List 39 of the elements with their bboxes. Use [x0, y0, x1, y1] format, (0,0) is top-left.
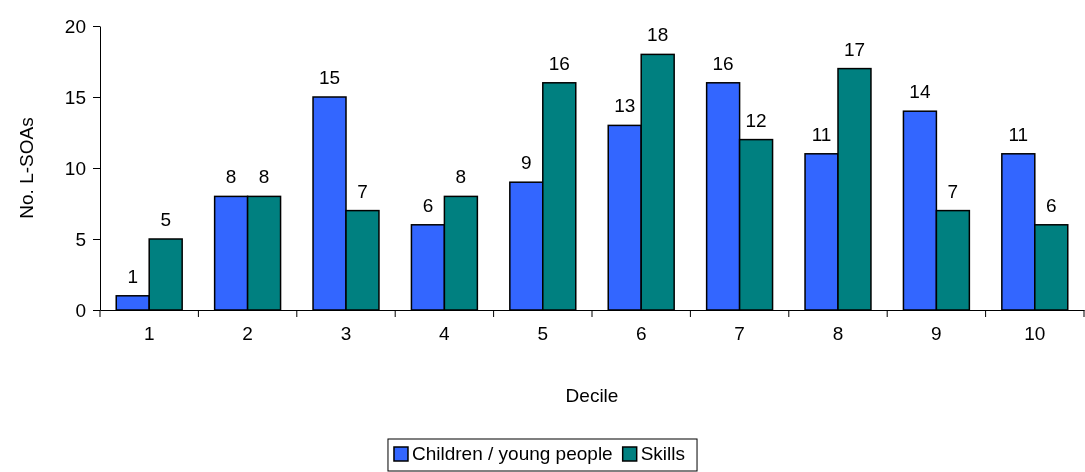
- data-label: 16: [548, 52, 570, 74]
- data-label: 6: [1045, 194, 1057, 216]
- data-label: 16: [712, 52, 734, 74]
- x-tick-label: 4: [439, 322, 451, 344]
- data-label: 17: [843, 38, 866, 60]
- data-label: 5: [160, 209, 171, 230]
- data-label: 18: [647, 24, 669, 46]
- data-label: 7: [357, 180, 368, 202]
- y-tick-label: 5: [75, 228, 86, 250]
- x-tick-label: 6: [635, 322, 647, 344]
- data-label: 9: [521, 152, 532, 174]
- data-label: 12: [745, 109, 767, 131]
- data-label: 14: [909, 81, 931, 103]
- x-tick-label: 8: [832, 322, 844, 344]
- data-label: 8: [258, 166, 270, 188]
- data-label: 1: [127, 265, 139, 287]
- data-label: 11: [811, 123, 832, 145]
- y-tick-label: 15: [64, 86, 86, 108]
- y-tick-label: 10: [64, 157, 86, 179]
- x-tick-label: 5: [537, 322, 549, 344]
- y-tick-label: 0: [75, 299, 86, 321]
- data-label: 13: [614, 95, 636, 117]
- x-tick-label: 7: [734, 322, 745, 344]
- data-label: 6: [422, 194, 434, 216]
- x-tick-label: 1: [143, 322, 155, 344]
- data-label: 7: [947, 180, 959, 202]
- data-label: 15: [318, 67, 341, 88]
- y-axis-title: No. L-SOAs: [16, 117, 37, 219]
- legend-label: Skills: [640, 443, 686, 464]
- x-tick-label: 9: [931, 322, 942, 344]
- x-axis-title: Decile: [565, 385, 619, 406]
- x-tick-label: 3: [340, 322, 352, 344]
- x-tick-label: 2: [242, 322, 253, 344]
- data-label: 8: [455, 166, 467, 188]
- data-label: 11: [1008, 123, 1029, 145]
- legend-label: Children / young people: [411, 443, 613, 464]
- y-tick-label: 20: [64, 15, 86, 37]
- data-label: 8: [225, 166, 237, 188]
- x-tick-label: 10: [1024, 322, 1046, 344]
